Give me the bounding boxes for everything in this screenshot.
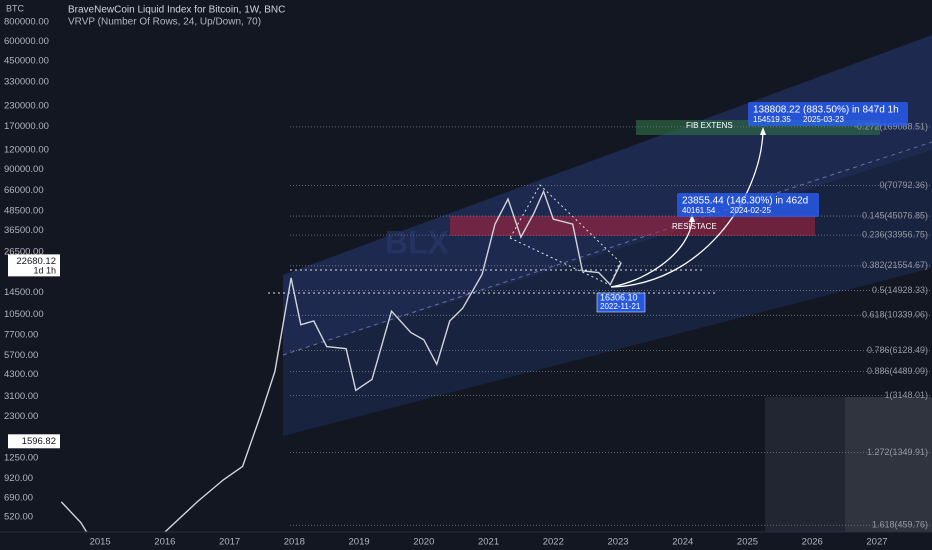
projection-arrow — [610, 219, 693, 288]
x-tick-label: 2022 — [543, 537, 564, 548]
y-tick-label: 330000.00 — [4, 76, 49, 87]
y-tick-label: 1250.00 — [4, 452, 38, 463]
countdown: 1d 1h — [33, 266, 56, 276]
annotation: 23855.44 (146.30%) in 462d — [682, 196, 808, 207]
price-label-box — [8, 434, 60, 449]
fib-label: 0.145(45076.85) — [862, 210, 928, 220]
price-line — [60, 189, 622, 532]
fib-label: 1.618(459.76) — [872, 520, 928, 530]
y-tick-label: 36500.00 — [4, 225, 44, 236]
x-tick-label: 2020 — [413, 537, 434, 548]
y-tick-label: 7700.00 — [4, 330, 38, 341]
arrow-head — [760, 127, 766, 135]
y-tick-label: 120000.00 — [4, 145, 49, 156]
arrow-head — [689, 214, 695, 222]
resistance-box — [450, 216, 815, 236]
symbol: BTC — [6, 3, 25, 13]
fib-label: 0(70792.36) — [879, 180, 928, 190]
x-tick-label: 2015 — [90, 537, 111, 548]
price-label: 22680.12 — [16, 256, 56, 267]
chart-subtitle: VRVP (Number Of Rows, 24, Up/Down, 70) — [68, 17, 261, 28]
annotation: 154519.35 — [753, 115, 791, 124]
y-tick-label: 3100.00 — [4, 391, 38, 402]
y-tick-label: 2300.00 — [4, 411, 38, 422]
fib-label: 0.618(10339.06) — [862, 310, 928, 320]
x-tick-label: 2019 — [349, 537, 370, 548]
projection-arrow — [610, 131, 764, 288]
annotation: 2024-02-25 — [730, 206, 771, 215]
annotation-box — [748, 102, 908, 126]
x-tick-label: 2017 — [219, 537, 240, 548]
fib-label: 0.382(21554.67) — [862, 260, 928, 270]
price-label-box — [8, 254, 60, 277]
y-tick-label: 66000.00 — [4, 185, 44, 196]
y-tick-label: 450000.00 — [4, 55, 49, 66]
y-tick-label: 26500.00 — [4, 246, 44, 257]
x-tick-label: 2024 — [672, 537, 693, 548]
price-label: 1596.82 — [22, 436, 56, 447]
y-tick-label: 600000.00 — [4, 36, 49, 47]
fib-label: 0.236(33956.75) — [862, 230, 928, 240]
x-tick-label: 2018 — [284, 537, 305, 548]
fib-label: -0.272(169088.51) — [854, 121, 928, 131]
y-tick-label: 520.00 — [4, 511, 33, 522]
y-tick-label: 4300.00 — [4, 369, 38, 380]
y-tick-label: 800000.00 — [4, 17, 49, 28]
chart-title: BraveNewCoin Liquid Index for Bitcoin, 1… — [68, 5, 285, 16]
channel-midline — [282, 141, 932, 356]
annotation-box — [596, 292, 646, 313]
annotation: 16306.10 — [600, 292, 638, 302]
watermark: BLX — [385, 224, 450, 260]
zone — [845, 397, 932, 532]
x-tick-label: 2025 — [737, 537, 758, 548]
y-tick-label: 48500.00 — [4, 206, 44, 217]
x-tick-label: 2026 — [802, 537, 823, 548]
y-tick-label: 920.00 — [4, 473, 33, 484]
annotation: 2022-11-21 — [600, 302, 641, 311]
y-tick-label: 690.00 — [4, 492, 33, 503]
x-tick-label: 2027 — [866, 537, 887, 548]
y-tick-label: 10500.00 — [4, 309, 44, 320]
fib-label: 1(3148.01) — [884, 390, 928, 400]
y-tick-label: 90000.00 — [4, 164, 44, 175]
triangle — [509, 184, 621, 286]
x-tick-label: 2016 — [154, 537, 175, 548]
x-tick-label: 2021 — [478, 537, 499, 548]
y-tick-label: 230000.00 — [4, 101, 49, 112]
y-tick-label: 5700.00 — [4, 350, 38, 361]
fib-label: 0.5(14928.33) — [872, 285, 928, 295]
annotation: 2025-03-23 — [803, 115, 844, 124]
fib-label: 0.886(4489.09) — [867, 366, 928, 376]
annotation: 138808.22 (883.50%) in 847d 1h — [753, 105, 899, 116]
annotation-box — [677, 193, 819, 217]
x-tick-label: 2023 — [607, 537, 628, 548]
y-tick-label: 14500.00 — [4, 287, 44, 298]
fib-label: 0.786(6128.49) — [867, 345, 928, 355]
fib-label: 1.272(1349.91) — [867, 447, 928, 457]
y-tick-label: 170000.00 — [4, 121, 49, 132]
annotation: 40161.54 — [682, 206, 716, 215]
annotation: RESISTACE — [672, 222, 717, 231]
annotation: FIB EXTENS — [686, 121, 733, 130]
